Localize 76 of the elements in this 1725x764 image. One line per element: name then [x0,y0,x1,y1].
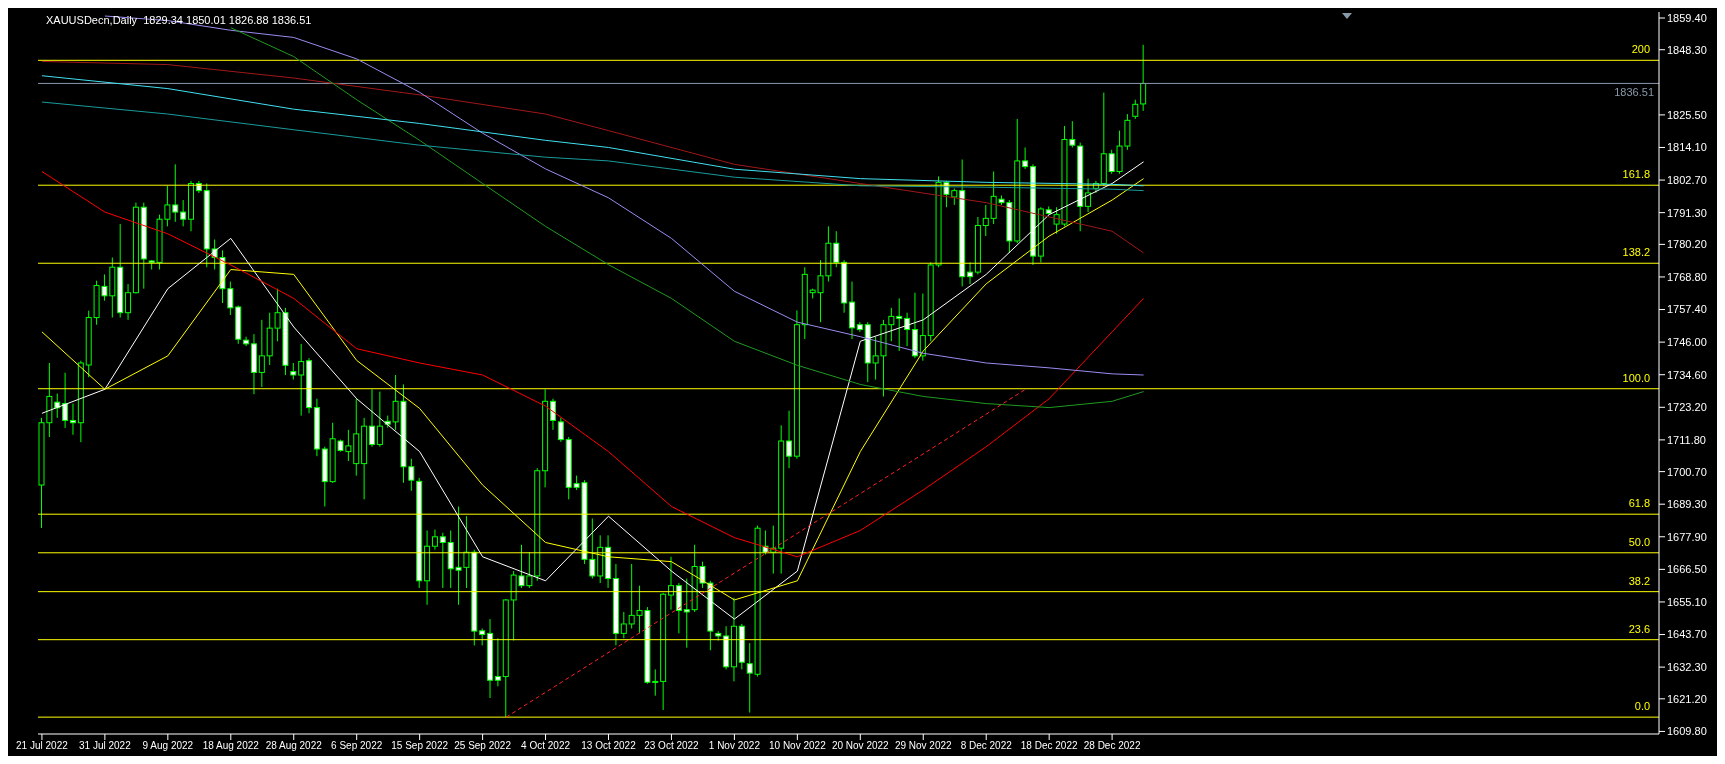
candlestick [125,283,132,321]
x-tick-label: 25 Sep 2022 [454,740,512,752]
candlestick [967,261,974,285]
y-tick-label: 1632.30 [1667,661,1707,674]
annotation: 138.2 [1622,246,1651,259]
x-tick-label: 8 Dec 2022 [960,740,1013,752]
y-tick-label: 1689.30 [1667,498,1707,511]
candlestick [896,297,903,352]
candlestick [376,391,383,448]
y-tick-label: 1825.50 [1667,108,1707,121]
y-tick-label: 1700.70 [1667,465,1707,478]
candlestick [1022,146,1029,170]
candlestick [369,388,375,448]
line-series [41,101,1145,192]
y-tick-label: 1848.30 [1667,43,1707,56]
x-tick-label: 18 Dec 2022 [1020,740,1078,752]
annotation: 50.0 [1628,535,1651,548]
y-tick-label: 1734.60 [1667,368,1707,381]
y-tick-label: 1666.50 [1667,563,1707,576]
candlestick [668,556,675,611]
y-tick-label: 1609.80 [1667,725,1707,738]
candlestick [298,343,305,417]
x-tick-label: 15 Sep 2022 [391,740,449,752]
x-tick-label: 29 Nov 2022 [894,740,953,752]
y-tick-label: 1643.70 [1667,628,1707,641]
y-tick-label: 1859.40 [1667,11,1707,24]
y-tick-label: 1757.40 [1667,303,1707,316]
x-tick-label: 9 Aug 2022 [142,740,194,752]
annotation: 0.0 [1634,700,1651,713]
candlestick [786,410,793,469]
annotation: 100.0 [1622,371,1651,384]
candlestick [180,199,187,227]
candlestick [431,529,438,551]
x-tick-label: 18 Aug 2022 [202,740,260,752]
candlestick [439,532,446,589]
y-tick-label: 1814.10 [1667,141,1707,154]
y-tick-label: 1621.20 [1667,692,1707,705]
ref-line-label: 1836.51 [1614,86,1654,99]
annotation: 61.8 [1628,497,1651,510]
line-series [230,27,1145,409]
y-tick-label: 1711.80 [1667,433,1706,446]
candlestick [557,417,564,443]
candlestick [549,398,556,431]
candlestick [62,372,69,429]
y-tick-label: 1655.10 [1667,595,1707,608]
x-tick-label: 23 Oct 2022 [644,740,700,752]
candlestick [69,403,76,436]
annotation: 200 [1631,43,1651,56]
candlestick [258,319,265,388]
candlestick [1132,99,1139,120]
y-tick-label: 1677.90 [1667,530,1707,543]
x-tick-label: 31 Jul 2022 [79,740,132,752]
y-tick-label: 1802.70 [1667,173,1707,186]
y-tick-label: 1791.30 [1667,206,1707,219]
line-series [41,60,1145,254]
x-tick-label: 20 Nov 2022 [831,740,890,752]
x-tick-label: 21 Jul 2022 [16,740,69,752]
x-tick-label: 4 Oct 2022 [521,740,571,752]
x-tick-label: 13 Oct 2022 [581,740,637,752]
x-tick-label: 28 Dec 2022 [1083,740,1141,752]
candlestick [1085,178,1092,213]
x-tick-label: 6 Sep 2022 [331,740,383,752]
candlestick [494,637,501,687]
y-tick-label: 1768.80 [1667,270,1707,283]
line-series [41,75,1145,187]
y-tick-label: 1780.20 [1667,238,1707,251]
y-tick-label: 1746.00 [1667,336,1707,349]
x-tick-label: 1 Nov 2022 [708,740,761,752]
x-tick-label: 28 Aug 2022 [265,740,323,752]
annotation: 23.6 [1628,622,1651,635]
annotation: 38.2 [1628,574,1651,587]
annotation: 161.8 [1622,168,1651,181]
y-tick-label: 1723.20 [1667,401,1707,414]
x-tick-label: 10 Nov 2022 [768,740,827,752]
candlestick [620,611,627,639]
candlestick [1140,44,1147,112]
